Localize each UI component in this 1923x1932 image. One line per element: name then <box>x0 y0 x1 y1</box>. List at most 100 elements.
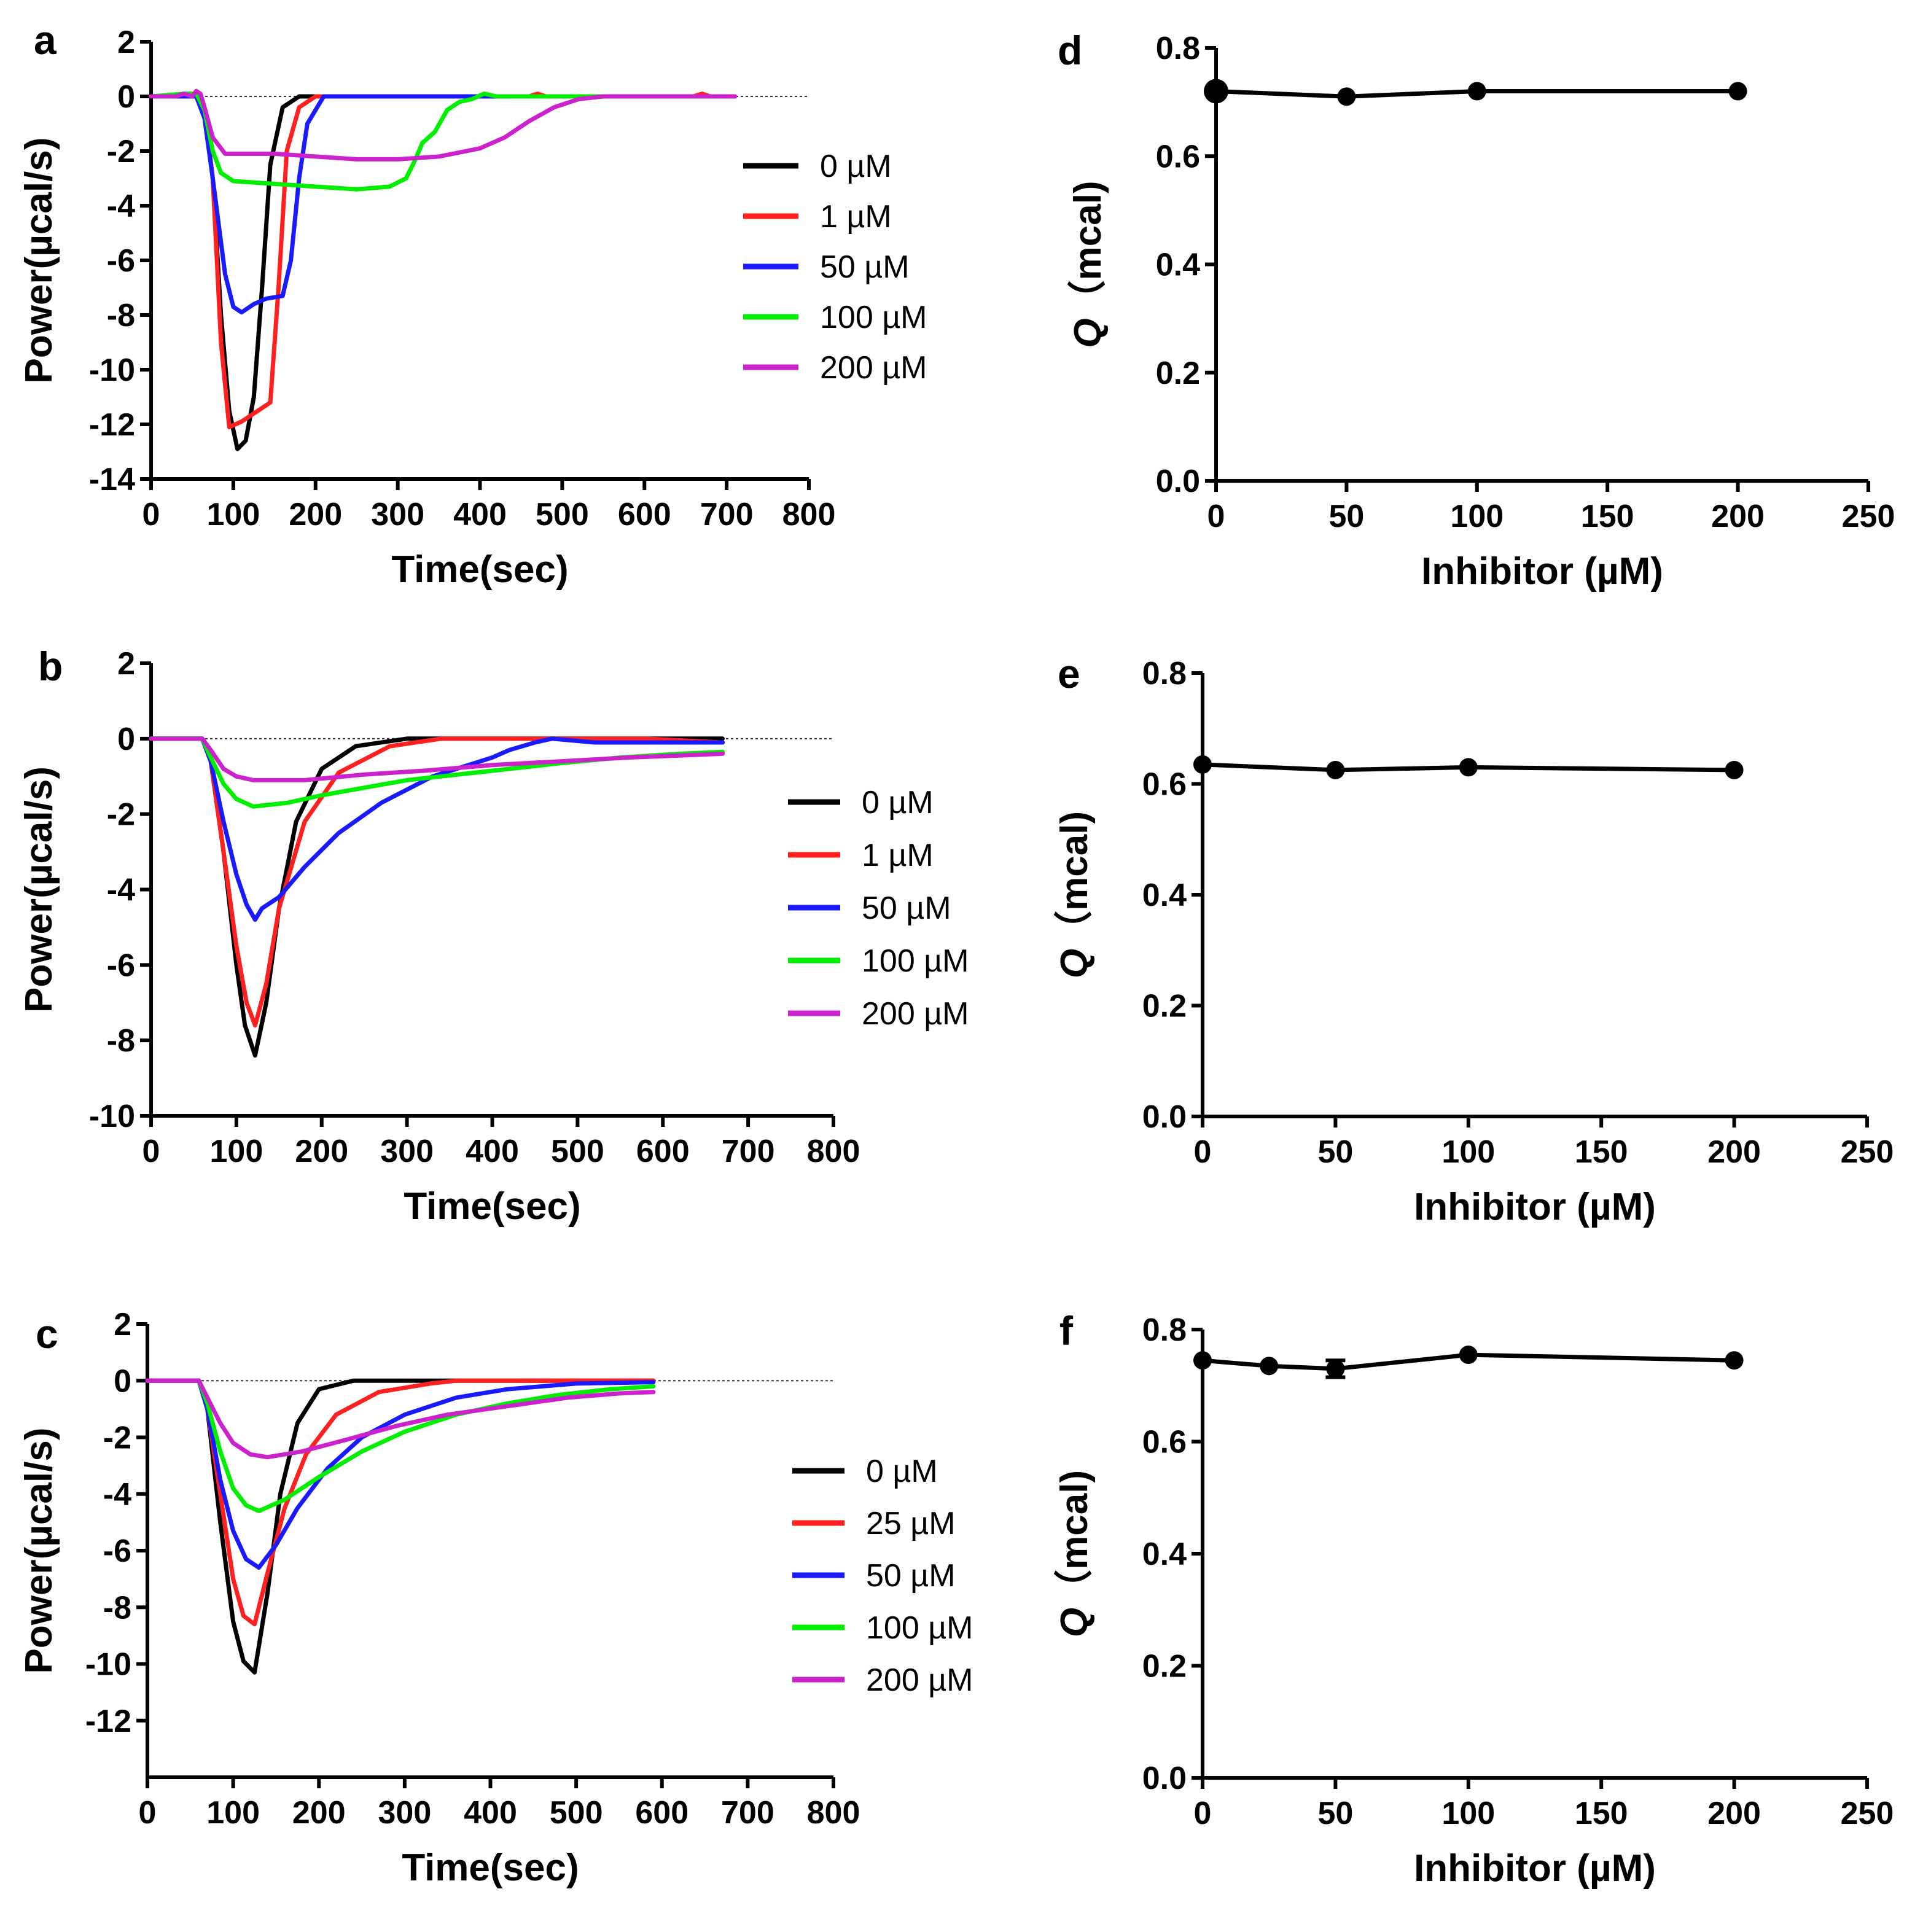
panel-f: f 0 50 100 150 200 250 0.0 0.2 0.4 0.6 0.8 Inhibitor… <box>1053 1308 1894 1890</box>
y-tick-label: 0.2 <box>1142 989 1187 1024</box>
series-line <box>1215 89 1738 99</box>
x-tick-label: 300 <box>378 1795 431 1831</box>
x-tick-label: 0 <box>1194 1796 1212 1831</box>
x-tick-label: 400 <box>466 1134 519 1169</box>
legend-label: 1 µM <box>862 838 934 873</box>
y-tick-label: -6 <box>103 1533 131 1569</box>
y-axis-unit: （mcal) <box>1053 1470 1096 1608</box>
y-axis-label: Q（mcal) <box>1066 181 1109 348</box>
x-axis-label: Time(sec) <box>402 1847 579 1889</box>
data-point <box>1467 82 1486 101</box>
y-axis-label: Q（mcal) <box>1053 811 1096 978</box>
x-axis-label: Time(sec) <box>404 1185 580 1228</box>
data-point <box>1459 758 1478 777</box>
series-line <box>145 1378 656 1570</box>
data-point <box>1337 87 1356 106</box>
x-axis-label: Inhibitor (µM) <box>1421 550 1663 593</box>
y-tick-label: 0.4 <box>1142 878 1187 913</box>
y-tick-label: -12 <box>85 1704 131 1739</box>
x-tick-label: 300 <box>371 497 424 532</box>
y-tick-label: -8 <box>107 298 135 333</box>
y-tick-label: 0 <box>114 1363 131 1399</box>
y-tick-label: -10 <box>89 353 135 388</box>
y-axis-label: Q（mcal) <box>1053 1470 1096 1637</box>
legend-label: 200 µM <box>862 996 969 1032</box>
panel-label: a <box>34 17 57 63</box>
panel-label: c <box>36 1311 58 1357</box>
x-tick-label: 0 <box>142 1134 160 1169</box>
data-point <box>1326 760 1345 779</box>
x-tick-label: 200 <box>289 497 342 532</box>
x-tick-label: 0 <box>1194 1134 1212 1170</box>
y-tick-label: 2 <box>114 1307 131 1342</box>
x-tick-label: 200 <box>1707 1134 1761 1170</box>
y-axis-unit: （mcal) <box>1066 181 1109 318</box>
y-tick-label: 0.4 <box>1142 1537 1187 1572</box>
x-tick-label: 800 <box>807 1134 860 1169</box>
series-line <box>149 736 725 922</box>
x-tick-label: 200 <box>1711 499 1765 534</box>
data-point <box>1260 1357 1279 1376</box>
data-point <box>1326 1359 1345 1378</box>
panel-label: b <box>38 644 63 689</box>
series-line <box>145 1378 656 1513</box>
x-tick-label: 0 <box>139 1795 157 1831</box>
y-tick-label: 0 <box>117 722 135 757</box>
y-tick-label: 0.8 <box>1142 656 1187 691</box>
x-tick-label: 250 <box>1842 499 1895 534</box>
series-line <box>149 736 725 1028</box>
x-tick-label: 200 <box>295 1134 348 1169</box>
y-axis-label: Power(µcal/s) <box>18 766 60 1013</box>
data-point <box>1204 79 1228 104</box>
y-tick-label: 0.8 <box>1142 1312 1187 1348</box>
panel-e: e 0 50 100 150 200 250 0.0 0.2 0.4 0.6 0.8 Inhibitor… <box>1053 651 1894 1228</box>
x-tick-label: 250 <box>1841 1134 1894 1170</box>
data-point <box>1459 1346 1478 1365</box>
y-tick-label: -4 <box>107 189 135 224</box>
data-point <box>1193 1351 1212 1370</box>
data-point <box>1725 760 1744 779</box>
series-line <box>149 736 725 1058</box>
x-tick-label: 600 <box>636 1134 690 1169</box>
x-tick-label: 100 <box>209 1134 263 1169</box>
y-tick-label: -2 <box>107 134 135 169</box>
legend-label: 0 µM <box>866 1454 938 1489</box>
x-tick-label: 200 <box>1707 1796 1761 1831</box>
series-line <box>145 1378 656 1460</box>
y-tick-label: 0.6 <box>1156 139 1200 174</box>
legend-label: 1 µM <box>820 199 892 235</box>
x-tick-label: 200 <box>292 1795 346 1831</box>
legend-label: 100 µM <box>866 1610 973 1646</box>
y-tick-label: -4 <box>103 1477 131 1513</box>
x-tick-label: 100 <box>1450 499 1504 534</box>
y-tick-label: 2 <box>117 25 135 60</box>
y-tick-label: 0.0 <box>1142 1761 1187 1796</box>
x-tick-label: 150 <box>1575 1134 1628 1170</box>
y-tick-label: -10 <box>89 1099 135 1134</box>
y-tick-label: -8 <box>107 1023 135 1059</box>
data-point <box>1193 755 1212 774</box>
x-tick-label: 100 <box>1441 1134 1495 1170</box>
panel-b: b 0 100 200 300 400 500 600 700 800 2 0 -2 -4 -6 -8 -10 T… <box>18 644 969 1228</box>
x-tick-label: 400 <box>464 1795 517 1831</box>
x-tick-label: 0 <box>1207 499 1225 534</box>
x-tick-label: 100 <box>206 1795 260 1831</box>
series-line <box>1202 762 1734 773</box>
x-tick-label: 700 <box>700 497 754 532</box>
y-tick-label: 0.6 <box>1142 767 1187 803</box>
y-tick-label: -10 <box>85 1647 131 1683</box>
y-tick-label: 0.2 <box>1156 356 1200 391</box>
y-axis-symbol: Q <box>1053 1608 1096 1637</box>
x-tick-label: 50 <box>1317 1134 1353 1170</box>
legend-label: 50 µM <box>866 1558 956 1594</box>
panel-c: c 0 100 200 300 400 500 600 700 800 2 0 -2 -4 -6 -8 -10 -… <box>18 1307 973 1889</box>
y-tick-label: -2 <box>107 797 135 833</box>
y-tick-label: -8 <box>103 1590 131 1626</box>
x-tick-label: 500 <box>550 1795 603 1831</box>
x-tick-label: 0 <box>142 497 160 532</box>
series-line <box>149 736 725 782</box>
x-tick-label: 800 <box>782 497 836 532</box>
x-tick-label: 100 <box>206 497 260 532</box>
y-axis-label: Power(µcal/s) <box>18 138 60 384</box>
